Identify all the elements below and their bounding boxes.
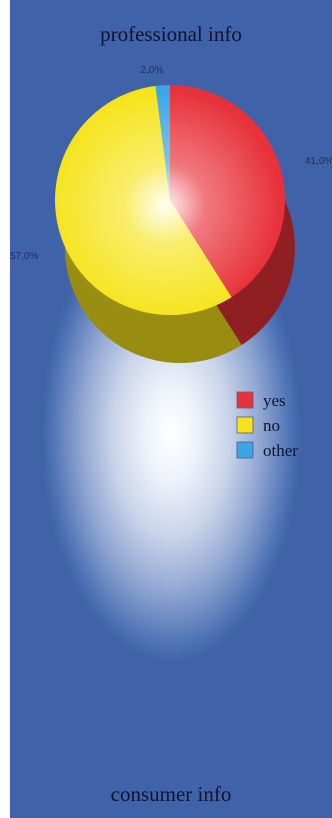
legend: yes no other bbox=[236, 391, 298, 460]
legend-swatch-other bbox=[236, 441, 254, 459]
legend-swatch-yes bbox=[236, 391, 254, 409]
pie-highlight bbox=[55, 90, 285, 320]
legend-label-other: other bbox=[263, 441, 298, 460]
top-title: professional info bbox=[100, 22, 242, 46]
legend-label-no: no bbox=[263, 416, 280, 435]
data-label-yes: 41,0% bbox=[305, 156, 332, 167]
data-label-other: 2,0% bbox=[141, 65, 164, 76]
legend-swatch-no bbox=[236, 416, 254, 434]
data-label-no: 57,0% bbox=[10, 251, 38, 262]
legend-label-yes: yes bbox=[263, 391, 286, 410]
bottom-title: consumer info bbox=[110, 782, 232, 806]
